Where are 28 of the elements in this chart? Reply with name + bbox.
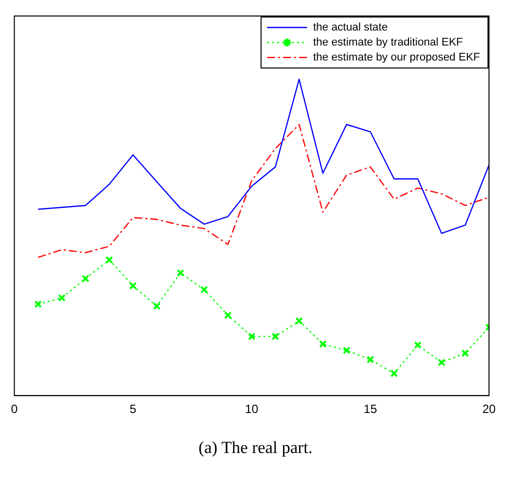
point bbox=[414, 341, 422, 349]
point bbox=[58, 294, 66, 302]
point bbox=[438, 358, 446, 366]
point bbox=[224, 311, 232, 320]
point bbox=[272, 332, 280, 340]
legend-label: the actual state bbox=[313, 22, 388, 34]
point bbox=[295, 317, 303, 325]
x-tick-label: 0 bbox=[10, 402, 18, 416]
point bbox=[200, 286, 208, 294]
x-tick-label: 10 bbox=[244, 402, 259, 416]
legend-label: the estimate by our proposed EKF bbox=[313, 52, 480, 64]
point bbox=[82, 274, 90, 282]
x-tick-label: 5 bbox=[130, 402, 137, 416]
legend-label: the estimate by traditional EKF bbox=[313, 36, 464, 49]
point bbox=[34, 300, 42, 308]
point bbox=[366, 356, 374, 364]
point bbox=[342, 346, 350, 354]
point bbox=[152, 302, 161, 310]
point bbox=[129, 282, 137, 290]
point bbox=[461, 349, 470, 358]
text: (a) The real part. bbox=[198, 438, 314, 458]
point bbox=[390, 370, 398, 378]
x-tick-label: 15 bbox=[364, 402, 378, 416]
point bbox=[248, 332, 256, 340]
x-tick-label: 20 bbox=[482, 402, 496, 416]
point bbox=[176, 269, 184, 277]
point bbox=[105, 256, 114, 264]
point bbox=[319, 340, 327, 348]
